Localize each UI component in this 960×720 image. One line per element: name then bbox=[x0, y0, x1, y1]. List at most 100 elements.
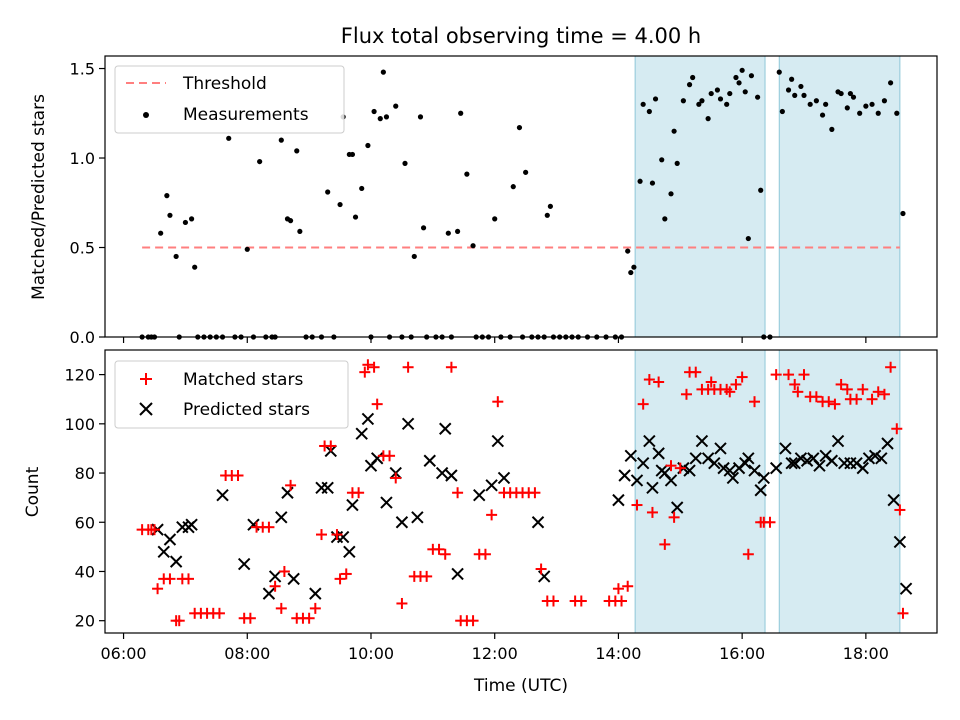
x-tick-label: 16:00 bbox=[719, 644, 765, 663]
matched-star-point bbox=[547, 595, 559, 607]
measurement-point bbox=[646, 108, 652, 115]
predicted-star-point bbox=[893, 535, 907, 549]
matched-star-point bbox=[362, 359, 374, 371]
predicted-star-point bbox=[683, 464, 696, 477]
bottom-y-tick-label: 80 bbox=[75, 464, 95, 483]
matched-star-point bbox=[359, 366, 371, 378]
predicted-star-point bbox=[163, 533, 177, 546]
measurement-point bbox=[798, 83, 804, 90]
matched-star-point bbox=[866, 393, 878, 405]
measurement-point bbox=[297, 228, 303, 235]
predicted-star-point bbox=[169, 555, 183, 568]
matched-star-point bbox=[770, 369, 782, 381]
measurement-point bbox=[875, 110, 881, 116]
measurement-point bbox=[686, 82, 693, 88]
measurement-point bbox=[714, 87, 721, 93]
top-y-tick-label: 1.5 bbox=[70, 60, 95, 79]
predicted-star-point bbox=[355, 427, 368, 440]
matched-star-point bbox=[646, 506, 658, 518]
measurement-point bbox=[158, 230, 164, 236]
predicted-star-point bbox=[643, 434, 656, 448]
matched-star-point bbox=[164, 573, 176, 585]
measurement-point bbox=[792, 92, 798, 98]
measurement-point bbox=[547, 203, 553, 209]
measurement-point bbox=[674, 160, 680, 166]
measurement-point bbox=[226, 135, 232, 141]
measurements-legend-label: Measurements bbox=[183, 105, 309, 125]
observing-window-bottom-0 bbox=[634, 349, 766, 634]
measurement-point bbox=[829, 126, 835, 132]
predicted-star-point bbox=[216, 488, 229, 502]
predicted-star-point bbox=[748, 464, 761, 477]
predicted-star-point bbox=[785, 456, 798, 470]
matched-star-point bbox=[616, 595, 628, 607]
matched-star-point bbox=[371, 398, 383, 410]
measurement-point bbox=[727, 90, 733, 97]
measurement-point bbox=[640, 101, 646, 107]
matched-star-point bbox=[316, 529, 328, 541]
predicted-star-point bbox=[757, 471, 771, 485]
matched-star-point bbox=[798, 369, 810, 381]
matched-star-point bbox=[445, 361, 457, 373]
predicted-star-point bbox=[485, 479, 498, 492]
predicted-star-point bbox=[652, 447, 665, 460]
predicted-star-point bbox=[813, 459, 826, 472]
top-y-axis-label: Matched/Predicted stars bbox=[29, 94, 49, 300]
measurement-point bbox=[819, 112, 826, 118]
predicted-star-point bbox=[237, 557, 251, 571]
measurement-point bbox=[287, 218, 294, 224]
matched-star-point bbox=[213, 607, 225, 619]
measurement-point bbox=[637, 178, 643, 184]
matched-star-point bbox=[894, 504, 906, 516]
measurement-point bbox=[257, 158, 263, 165]
predicted-star-point bbox=[624, 449, 638, 463]
measurement-point bbox=[659, 157, 665, 163]
predicted-star-point bbox=[779, 442, 792, 455]
matched-star-point bbox=[674, 462, 686, 474]
matched-star-point bbox=[575, 595, 587, 607]
predicted-star-point bbox=[831, 434, 845, 448]
measurement-point bbox=[383, 114, 390, 120]
measurement-point bbox=[411, 253, 417, 260]
measurement-point bbox=[402, 160, 408, 166]
x-tick-label: 08:00 bbox=[224, 644, 270, 663]
matched-star-point bbox=[872, 386, 884, 398]
matched-star-point bbox=[810, 391, 822, 403]
predicted-star-point bbox=[630, 474, 644, 487]
predicted-star-point bbox=[445, 469, 458, 482]
measurement-point bbox=[652, 96, 659, 102]
matched-star-point bbox=[183, 573, 195, 585]
matched-star-point bbox=[643, 374, 655, 386]
matched-star-point bbox=[857, 383, 869, 395]
matched-star-point bbox=[529, 487, 541, 499]
predicted-star-point bbox=[856, 461, 869, 475]
measurement-point bbox=[758, 187, 764, 193]
measurement-point bbox=[278, 137, 284, 143]
matched-star-point bbox=[631, 499, 643, 511]
top-observing-windows bbox=[634, 55, 901, 338]
measurement-point bbox=[516, 124, 523, 131]
measurement-point bbox=[801, 92, 807, 98]
measurement-point bbox=[492, 216, 498, 222]
x-tick-label: 12:00 bbox=[472, 644, 518, 663]
matched-star-point bbox=[736, 371, 748, 383]
measurement-point bbox=[544, 212, 550, 218]
matched-star-point bbox=[325, 440, 337, 452]
bottom-y-tick-label: 120 bbox=[64, 366, 95, 385]
top-legend: Threshold Measurements bbox=[114, 65, 345, 134]
observing-window-top-1 bbox=[778, 55, 901, 338]
matched-star-point bbox=[749, 396, 761, 408]
matched-star-point bbox=[622, 580, 634, 592]
measurement-point bbox=[736, 80, 742, 86]
predicted-star-point bbox=[491, 434, 505, 448]
predicted-star-point bbox=[723, 464, 736, 477]
matched-star-point bbox=[724, 386, 736, 398]
measurement-point bbox=[671, 128, 677, 134]
bottom-panel: 20 40 60 80 100 120 06:00 08:00 10:00 12:00 14:00… bbox=[23, 349, 938, 696]
matched-star-point bbox=[331, 529, 343, 541]
x-axis-label: Time (UTC) bbox=[473, 676, 568, 696]
predicted-star-point bbox=[435, 466, 449, 480]
bottom-observing-windows bbox=[634, 349, 901, 634]
top-legend-box bbox=[114, 65, 345, 134]
measurement-point bbox=[857, 110, 863, 116]
